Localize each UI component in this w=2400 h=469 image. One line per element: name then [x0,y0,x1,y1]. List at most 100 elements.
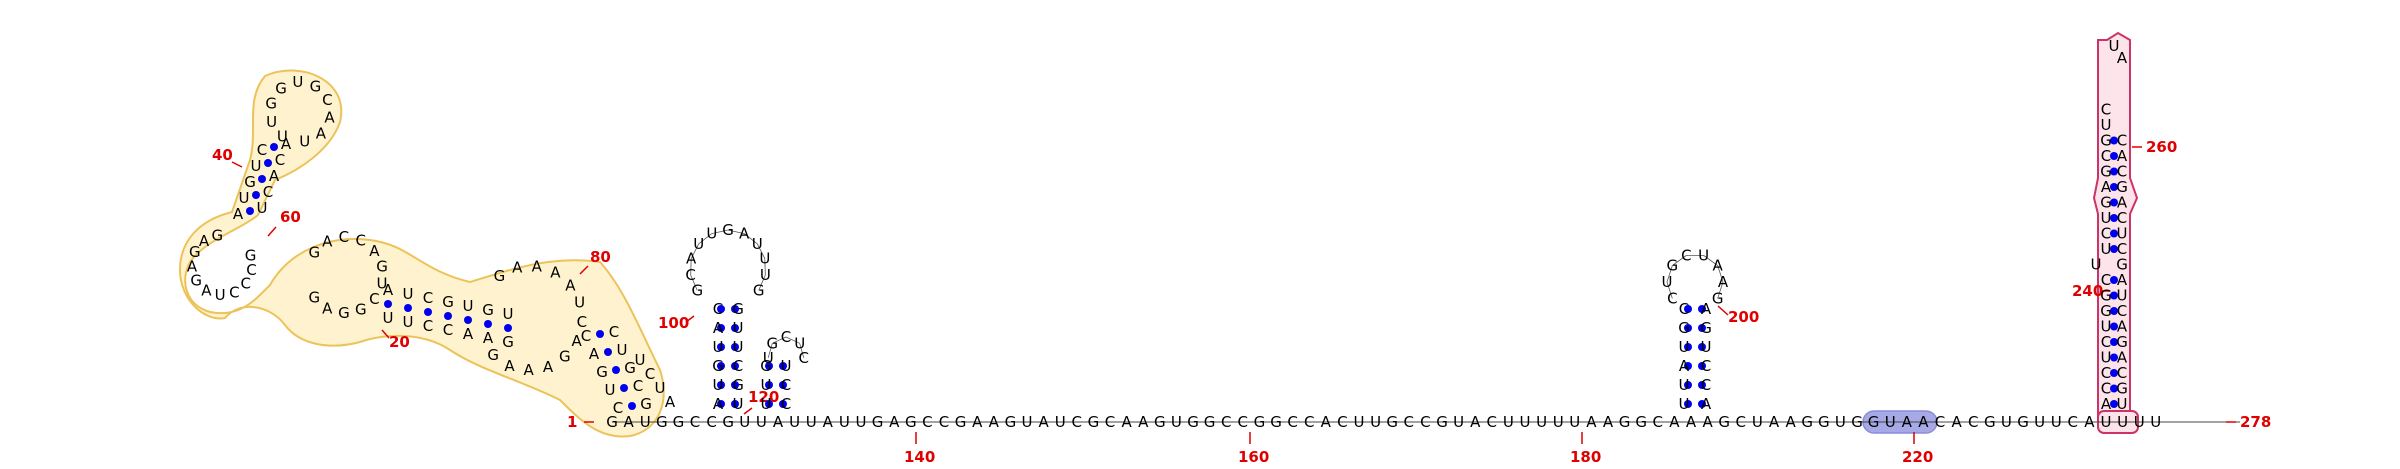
hairpin-1-stem-right-nt: U [733,338,744,356]
backbone-nucleotide: U [1354,413,1365,431]
base-pair-dot [2110,229,2118,238]
left-top-loop-nt: U [292,73,303,91]
base-pair-dot [1698,400,1706,408]
index-labels: 1 20 40 60 80 100 120 140 160 180 200 22… [212,138,2271,466]
base-pair-dot [731,324,739,332]
hairpin-1-loop-nt: U [759,250,770,268]
base-pair-dot [1684,400,1692,408]
helix-top-nt: U [503,305,514,323]
backbone-link [1717,281,1724,299]
backbone-link [764,258,766,276]
left-stem-nt: U [251,157,262,175]
hairpin-3-stem-left-nt: U [1679,338,1690,356]
right-ring-nt: G [559,348,571,366]
backbone-nucleotide: A [889,413,900,431]
base-pair-dot [1684,381,1692,389]
base-pair-dot [731,381,739,389]
hairpin-1-stem-left-nt: C [713,300,723,318]
hairpin-4-stem-left-nt: U [2101,240,2112,258]
base-pair-dot [779,362,787,370]
backbone-link [772,336,787,344]
hairpin-4-stem-left-nt: U [2101,318,2112,336]
bottom-right-helix-nt: C [633,377,643,395]
left-ring-nt: A [199,232,210,250]
left-top-loop-nt: U [277,127,288,145]
hairpin-2-loop-nt: U [763,349,774,367]
base-pair-dots [246,136,2118,410]
backbone-nucleotide: U [1022,413,1033,431]
bottom-right-helix-nt: C [613,399,623,417]
left-stem-nt: U [257,199,268,217]
hairpin-3-loop-nt: C [1681,246,1691,264]
base-pair-dot [2110,322,2118,331]
base-pair-dot [2110,152,2118,160]
hairpin-1-loop-nt: U [752,235,763,253]
left-stem-nt: A [233,205,244,223]
backbone-nucleotide: G [1718,413,1730,431]
left-ring-nt: G [245,247,257,265]
middle-ring-nt: G [308,288,320,306]
left-stem-nt: C [263,183,273,201]
hairpin-1-stem-right-nt: G [732,300,744,318]
hairpin-1-loop-nt: U [760,266,771,284]
backbone-nucleotide: G [1801,413,1813,431]
backbone-link [756,243,766,259]
hairpin-4-stem-left-nt: G [2100,287,2112,305]
hairpin-4-stem-left-nt: C [2101,380,2111,398]
backbone-nucleotide: G [955,413,967,431]
left-ring-nt: G [190,271,202,289]
backbone-nucleotide: C [1404,413,1414,431]
hairpin-1-stem-right-nt: G [732,376,744,394]
right-ring-nt: A [504,357,515,375]
base-pair-dot [1684,324,1692,332]
helix-bottom-nt: C [423,317,433,335]
backbone-nucleotide: U [1553,413,1564,431]
right-ring-nt: A [572,332,583,350]
hairpin-4-stem-left-nt: G [2100,302,2112,320]
index-label-180: 180 [1570,448,1601,466]
hairpin-2-stem-right-nt: C [781,376,791,394]
backbone-nucleotide: C [2068,413,2078,431]
hairpin-4-stem-right-nt: A [2117,194,2128,212]
left-stem-nt: C [257,141,267,159]
hairpin-2-stem-right-nt: C [781,395,791,413]
backbone-nucleotide: A [2084,413,2095,431]
base-pair-dot [596,330,604,338]
left-stem-nt: A [269,167,280,185]
base-pair-dot [731,362,739,370]
index-label-200: 200 [1728,308,1759,326]
left-stem-nt: U [239,189,250,207]
hairpin-3-loop-nt: C [1667,289,1677,307]
hairpin-3-loop-nt: U [1662,273,1673,291]
bottom-right-helix-nt: C [609,323,619,341]
base-pair-dot [779,381,787,389]
hairpin-4-stem-left-nt: U [2101,209,2112,227]
hairpin-4-stem-right-nt: U [2117,287,2128,305]
right-ring-nt: U [574,294,585,312]
base-pair-dot [779,400,787,408]
index-label-140: 140 [904,448,935,466]
base-pair-dot [270,143,278,151]
small-loop-nt: C [645,365,655,383]
backbone-link [1703,255,1718,266]
base-pair-dot [717,381,725,389]
base-pair-dot [2110,338,2118,346]
base-pair-dot [731,343,739,351]
backbone-nucleotide: A [1785,413,1796,431]
right-ring-nt: A [550,264,561,282]
small-loop-nt: U [635,351,646,369]
middle-ring-nt: G [338,304,350,322]
backbone-nucleotide: C [706,413,716,431]
hairpin-4-stem-right-nt: A [2117,147,2128,165]
hairpin-3-loop-nt: G [1667,257,1679,275]
index-label-278: 278 [2240,413,2271,431]
bottom-right-helix-nt: G [596,363,608,381]
base-pair-dot [717,343,725,351]
middle-ring-nt: G [308,244,320,262]
backbone-nucleotide: A [1138,413,1149,431]
base-pair-dot [2110,291,2118,300]
helix-bottom-nt: U [403,313,414,331]
backbone-nucleotide: U [856,413,867,431]
hairpin-3-stem-left-nt: U [1679,376,1690,394]
